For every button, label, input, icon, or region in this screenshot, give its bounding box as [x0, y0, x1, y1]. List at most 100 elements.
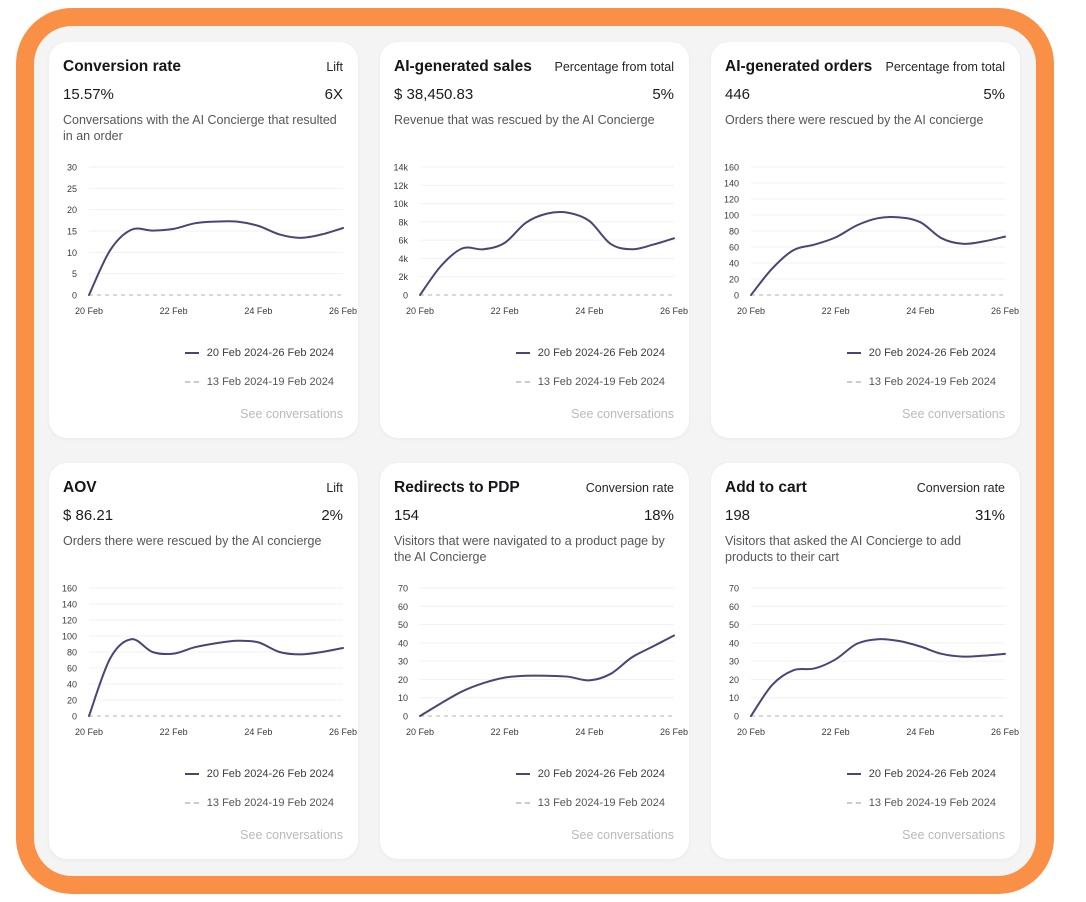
x-tick-label: 22 Feb [491, 306, 519, 316]
y-tick-label: 30 [729, 657, 739, 667]
x-tick-label: 24 Feb [244, 727, 272, 737]
card-side-label: Percentage from total [885, 60, 1005, 74]
legend-swatch-dashed [846, 381, 861, 383]
y-tick-label: 2k [398, 272, 408, 282]
legend-previous-label: 13 Feb 2024-19 Feb 2024 [206, 797, 334, 809]
legend-current-label: 20 Feb 2024-26 Feb 2024 [206, 347, 334, 359]
legend-current-label: 20 Feb 2024-26 Feb 2024 [537, 347, 665, 359]
legend-swatch-solid [184, 773, 199, 775]
x-tick-label: 22 Feb [491, 727, 519, 737]
legend-swatch-dashed [184, 802, 199, 804]
legend-current[interactable]: 20 Feb 2024-26 Feb 2024 [184, 768, 334, 780]
legend-current[interactable]: 20 Feb 2024-26 Feb 2024 [846, 347, 996, 359]
x-tick-label: 20 Feb [406, 727, 434, 737]
y-tick-label: 40 [67, 680, 77, 690]
legend-swatch-dashed [846, 802, 861, 804]
y-tick-label: 10 [398, 693, 408, 703]
y-tick-label: 140 [62, 600, 77, 610]
see-conversations-link[interactable]: See conversations [240, 828, 343, 842]
y-tick-label: 100 [724, 211, 739, 221]
series-current-line [88, 638, 344, 717]
y-tick-label: 70 [729, 584, 739, 594]
y-tick-label: 50 [398, 620, 408, 630]
x-tick-label: 26 Feb [991, 306, 1019, 316]
legend-swatch-solid [846, 773, 861, 775]
x-tick-label: 22 Feb [822, 727, 850, 737]
card-side-value: 6X [324, 86, 343, 103]
legend-previous[interactable]: 13 Feb 2024-19 Feb 2024 [184, 797, 334, 809]
card-value: $ 86.21 [63, 507, 114, 524]
see-conversations-link[interactable]: See conversations [902, 828, 1005, 842]
legend-previous-label: 13 Feb 2024-19 Feb 2024 [537, 797, 665, 809]
card-side-label: Conversion rate [916, 481, 1005, 495]
series-current-line [419, 634, 675, 717]
legend-previous[interactable]: 13 Feb 2024-19 Feb 2024 [515, 797, 665, 809]
series-current-line [750, 638, 1006, 717]
card-title: Conversion rate [63, 58, 182, 75]
see-conversations-link[interactable]: See conversations [902, 407, 1005, 421]
x-tick-label: 24 Feb [575, 306, 603, 316]
card-title: AI-generated sales [394, 58, 532, 75]
x-tick-label: 26 Feb [660, 306, 688, 316]
x-tick-label: 26 Feb [991, 727, 1019, 737]
card-description: Orders there were rescued by the AI conc… [725, 113, 984, 127]
y-tick-label: 8k [398, 217, 408, 227]
legend-previous[interactable]: 13 Feb 2024-19 Feb 2024 [184, 376, 334, 388]
y-tick-label: 60 [67, 664, 77, 674]
y-tick-label: 120 [724, 195, 739, 205]
card-description: Orders there were rescued by the AI conc… [63, 534, 322, 548]
card-side-label: Lift [326, 60, 343, 74]
card-side-label: Lift [326, 481, 343, 495]
line-chart: 0 5 10 15 20 25 30 20 Feb 22 Feb 24 Feb 26 Feb [67, 163, 357, 317]
y-tick-label: 0 [403, 291, 408, 301]
card-conversion-rate: Conversion rate Lift 15.57% 6X Conversat… [49, 42, 358, 438]
card-description: Visitors that were navigated to a produc… [394, 534, 665, 564]
legend-previous-label: 13 Feb 2024-19 Feb 2024 [537, 376, 665, 388]
line-chart: 0 20 40 60 80 100 120 140 160 20 Feb 22 Feb 24 Feb 2… [62, 584, 357, 738]
y-tick-label: 70 [398, 584, 408, 594]
x-tick-label: 20 Feb [406, 306, 434, 316]
legend-swatch-solid [184, 352, 199, 354]
x-tick-label: 26 Feb [329, 306, 357, 316]
see-conversations-link[interactable]: See conversations [240, 407, 343, 421]
legend-current[interactable]: 20 Feb 2024-26 Feb 2024 [515, 768, 665, 780]
card-title: Add to cart [725, 479, 807, 496]
y-tick-label: 160 [62, 584, 77, 594]
legend-swatch-solid [515, 352, 530, 354]
see-conversations-link[interactable]: See conversations [571, 407, 674, 421]
card-value: 15.57% [63, 86, 114, 103]
series-current-line [88, 220, 344, 296]
y-tick-label: 0 [72, 712, 77, 722]
y-tick-label: 140 [724, 179, 739, 189]
y-tick-label: 0 [403, 712, 408, 722]
see-conversations-link[interactable]: See conversations [571, 828, 674, 842]
legend-current-label: 20 Feb 2024-26 Feb 2024 [537, 768, 665, 780]
y-tick-label: 20 [729, 275, 739, 285]
y-tick-label: 15 [67, 227, 77, 237]
card-side-value: 18% [643, 507, 674, 524]
card-title: Redirects to PDP [394, 479, 520, 496]
y-tick-label: 12k [393, 181, 408, 191]
legend-previous[interactable]: 13 Feb 2024-19 Feb 2024 [515, 376, 665, 388]
x-tick-label: 20 Feb [737, 306, 765, 316]
y-tick-label: 25 [67, 184, 77, 194]
legend-current[interactable]: 20 Feb 2024-26 Feb 2024 [515, 347, 665, 359]
card-value: 154 [394, 507, 420, 524]
y-tick-label: 20 [729, 675, 739, 685]
legend-previous[interactable]: 13 Feb 2024-19 Feb 2024 [846, 797, 996, 809]
x-tick-label: 22 Feb [160, 727, 188, 737]
y-tick-label: 0 [734, 712, 739, 722]
legend-previous[interactable]: 13 Feb 2024-19 Feb 2024 [846, 376, 996, 388]
legend-current[interactable]: 20 Feb 2024-26 Feb 2024 [184, 347, 334, 359]
card-title: AOV [63, 479, 97, 496]
card-side-label: Conversion rate [585, 481, 674, 495]
legend-current[interactable]: 20 Feb 2024-26 Feb 2024 [846, 768, 996, 780]
y-tick-label: 120 [62, 616, 77, 626]
y-tick-label: 10 [67, 248, 77, 258]
y-tick-label: 14k [393, 163, 408, 173]
x-tick-label: 24 Feb [906, 306, 934, 316]
line-chart: 0 10 20 30 40 50 60 70 20 Feb 22 Feb 24 Feb 26 Feb [398, 584, 688, 738]
legend-swatch-dashed [515, 381, 530, 383]
legend-swatch-solid [515, 773, 530, 775]
card-description: Visitors that asked the AI Concierge to … [725, 534, 962, 564]
